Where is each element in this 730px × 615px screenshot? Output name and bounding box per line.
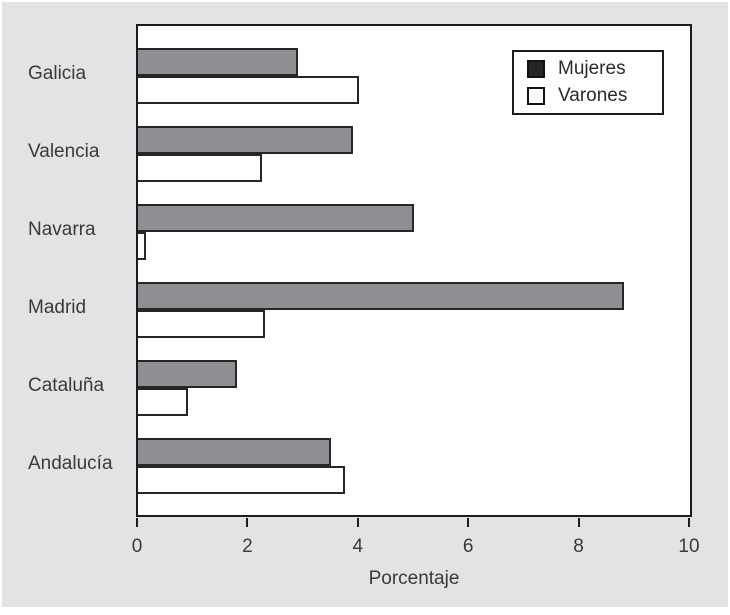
category-label-galicia: Galicia — [28, 63, 87, 84]
x-tick-label-8: 8 — [573, 536, 584, 557]
x-tick-label-2: 2 — [242, 536, 253, 557]
legend-label-varones: Varones — [558, 85, 628, 106]
x-tick-mark-0 — [136, 518, 138, 527]
category-label-andalucía: Andalucía — [28, 453, 113, 474]
bar-mujeres-galicia — [138, 48, 299, 76]
bar-varones-andalucía — [138, 466, 345, 494]
x-tick-mark-4 — [356, 518, 359, 527]
x-axis-title: Porcentaje — [368, 568, 460, 589]
category-label-cataluña: Cataluña — [28, 375, 105, 396]
category-label-madrid: Madrid — [28, 297, 87, 318]
legend: Mujeres Varones — [512, 50, 664, 115]
legend-swatch-mujeres — [527, 60, 545, 78]
legend-label-mujeres: Mujeres — [558, 58, 626, 79]
bar-mujeres-andalucía — [138, 438, 332, 466]
bar-varones-cataluña — [138, 388, 188, 416]
x-tick-mark-2 — [246, 518, 249, 527]
bar-varones-navarra — [138, 232, 147, 260]
category-label-navarra: Navarra — [28, 219, 96, 240]
x-tick-label-10: 10 — [678, 536, 700, 557]
category-label-valencia: Valencia — [28, 141, 100, 162]
legend-row-varones: Varones — [527, 85, 662, 107]
bar-mujeres-valencia — [138, 126, 354, 154]
x-tick-mark-8 — [577, 518, 580, 527]
bar-mujeres-madrid — [138, 282, 624, 310]
bar-mujeres-cataluña — [138, 360, 238, 388]
bar-varones-madrid — [138, 310, 265, 338]
x-tick-label-4: 4 — [352, 536, 364, 557]
figure-background: Galicia Valencia Navarra Madrid Cataluña Anda… — [2, 2, 728, 607]
bar-varones-valencia — [138, 154, 263, 182]
bar-varones-galicia — [138, 76, 359, 104]
x-tick-mark-10 — [688, 518, 690, 527]
legend-row-mujeres: Mujeres — [527, 58, 662, 80]
x-tick-label-6: 6 — [462, 536, 474, 557]
x-tick-label-0: 0 — [131, 536, 143, 557]
bar-mujeres-navarra — [138, 204, 414, 232]
legend-swatch-varones — [527, 87, 545, 105]
x-tick-mark-6 — [467, 518, 470, 527]
